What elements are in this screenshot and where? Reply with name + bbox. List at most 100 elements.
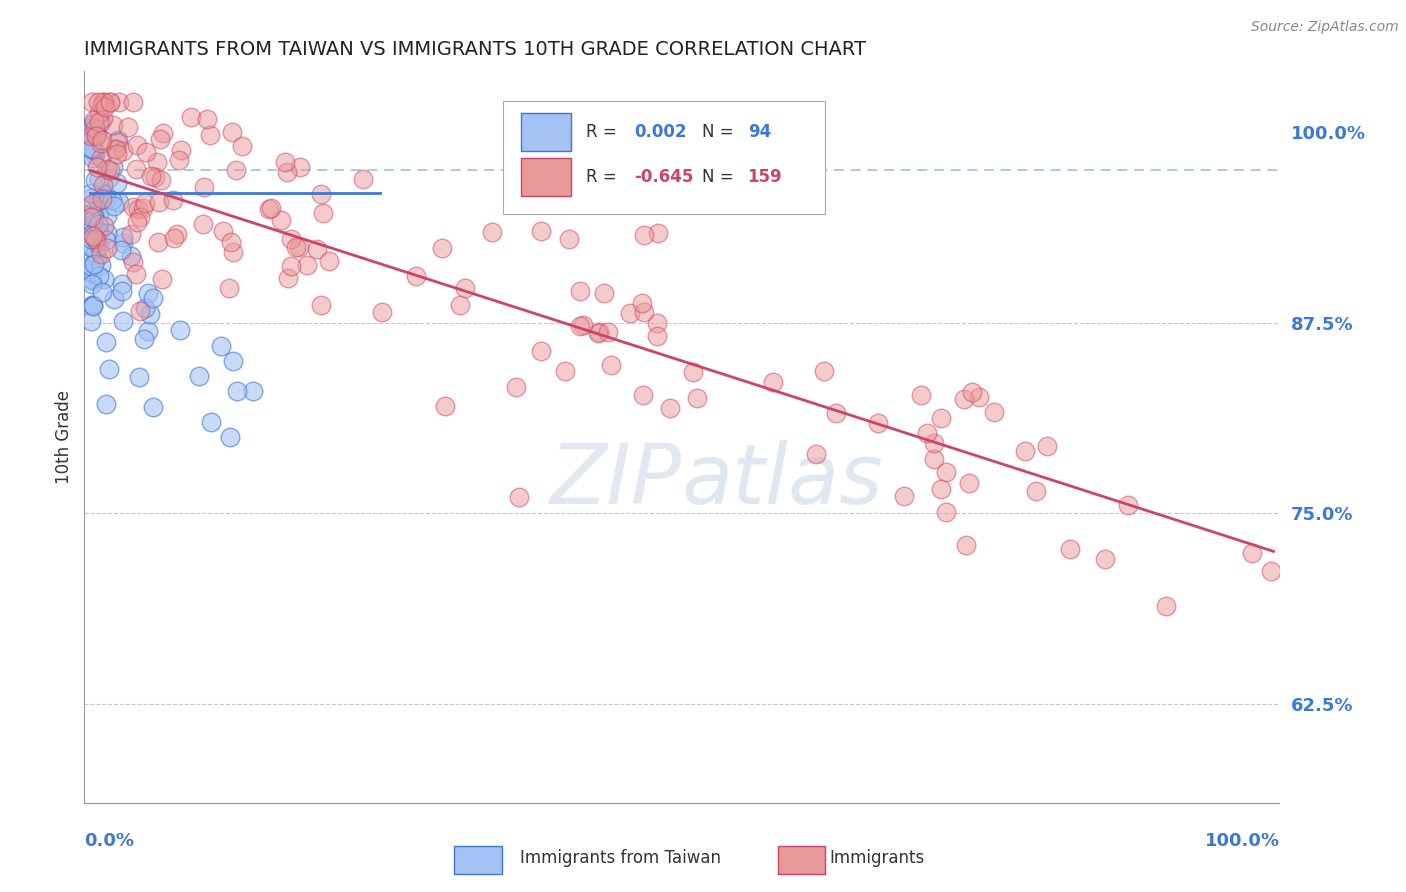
Point <box>682 365 704 379</box>
Point <box>80 95 103 109</box>
Point <box>83 211 105 225</box>
Point <box>82 265 104 279</box>
Point <box>84 121 107 136</box>
Point <box>120 227 142 242</box>
Point <box>132 201 155 215</box>
Point <box>82 151 104 165</box>
Point <box>167 153 190 167</box>
Point <box>371 305 394 319</box>
Point <box>87 115 110 129</box>
Point <box>86 251 108 265</box>
Point <box>127 138 149 153</box>
Point <box>82 228 104 243</box>
Point <box>98 171 121 186</box>
Point <box>568 319 591 334</box>
Point <box>93 219 115 233</box>
Text: Source: ZipAtlas.com: Source: ZipAtlas.com <box>1251 20 1399 34</box>
Point <box>686 391 709 405</box>
Point <box>80 140 103 154</box>
Point <box>599 358 621 372</box>
Point <box>86 223 108 237</box>
Point <box>929 411 952 425</box>
Point <box>103 292 125 306</box>
Point <box>935 505 957 519</box>
Point <box>84 221 107 235</box>
Point <box>218 281 240 295</box>
Point <box>125 161 148 176</box>
Point <box>121 95 143 109</box>
Point <box>270 213 292 227</box>
Point <box>1025 484 1047 499</box>
Point <box>273 154 295 169</box>
Point <box>162 194 184 208</box>
Point <box>405 268 427 283</box>
Point <box>80 131 103 145</box>
Point <box>89 239 111 253</box>
Point <box>80 211 103 225</box>
Point <box>100 95 122 109</box>
Point <box>433 399 456 413</box>
Point <box>571 318 593 332</box>
Point <box>80 196 103 211</box>
Point <box>83 229 105 244</box>
Point <box>97 361 120 376</box>
Point <box>276 165 298 179</box>
Text: 0.002: 0.002 <box>634 123 686 141</box>
Point <box>163 231 186 245</box>
Point <box>558 231 581 245</box>
Text: R =: R = <box>586 123 623 141</box>
Text: N =: N = <box>702 123 740 141</box>
Point <box>142 292 165 306</box>
Point <box>91 193 114 207</box>
Point <box>868 417 890 431</box>
Point <box>96 397 118 411</box>
Point <box>112 314 135 328</box>
Point <box>935 465 957 479</box>
Point <box>193 179 215 194</box>
Text: -0.645: -0.645 <box>634 169 693 186</box>
Point <box>84 128 107 142</box>
Point <box>804 447 827 461</box>
Point <box>307 242 329 256</box>
Point <box>94 334 117 349</box>
Point <box>83 142 105 156</box>
Point <box>80 260 103 274</box>
Point <box>94 99 117 113</box>
Text: Immigrants: Immigrants <box>830 849 925 867</box>
Point <box>295 258 318 272</box>
Point <box>80 273 103 287</box>
Point <box>141 169 163 183</box>
Point <box>645 329 668 343</box>
Point <box>132 332 155 346</box>
Point <box>87 105 110 120</box>
Point <box>87 95 110 109</box>
Point <box>952 392 974 407</box>
Point <box>98 162 121 177</box>
Point <box>135 145 157 160</box>
Point <box>260 201 283 215</box>
Point <box>430 241 453 255</box>
Point <box>149 173 172 187</box>
Point <box>136 324 159 338</box>
Point <box>103 199 125 213</box>
Point <box>134 196 156 211</box>
Point <box>169 323 191 337</box>
Point <box>530 343 553 358</box>
Point <box>83 112 105 127</box>
Point <box>508 490 530 504</box>
Point <box>91 111 114 125</box>
Point <box>128 211 150 225</box>
Text: R =: R = <box>586 169 623 186</box>
Point <box>893 489 915 503</box>
Point <box>94 192 117 206</box>
Point <box>554 364 576 378</box>
Point <box>225 384 247 399</box>
Point <box>257 202 280 216</box>
Point <box>101 160 124 174</box>
Point <box>86 128 108 142</box>
Point <box>231 139 253 153</box>
Point <box>146 235 169 249</box>
Point <box>596 325 619 339</box>
Text: IMMIGRANTS FROM TAIWAN VS IMMIGRANTS 10TH GRADE CORRELATION CHART: IMMIGRANTS FROM TAIWAN VS IMMIGRANTS 10T… <box>84 39 866 59</box>
Point <box>280 232 302 246</box>
